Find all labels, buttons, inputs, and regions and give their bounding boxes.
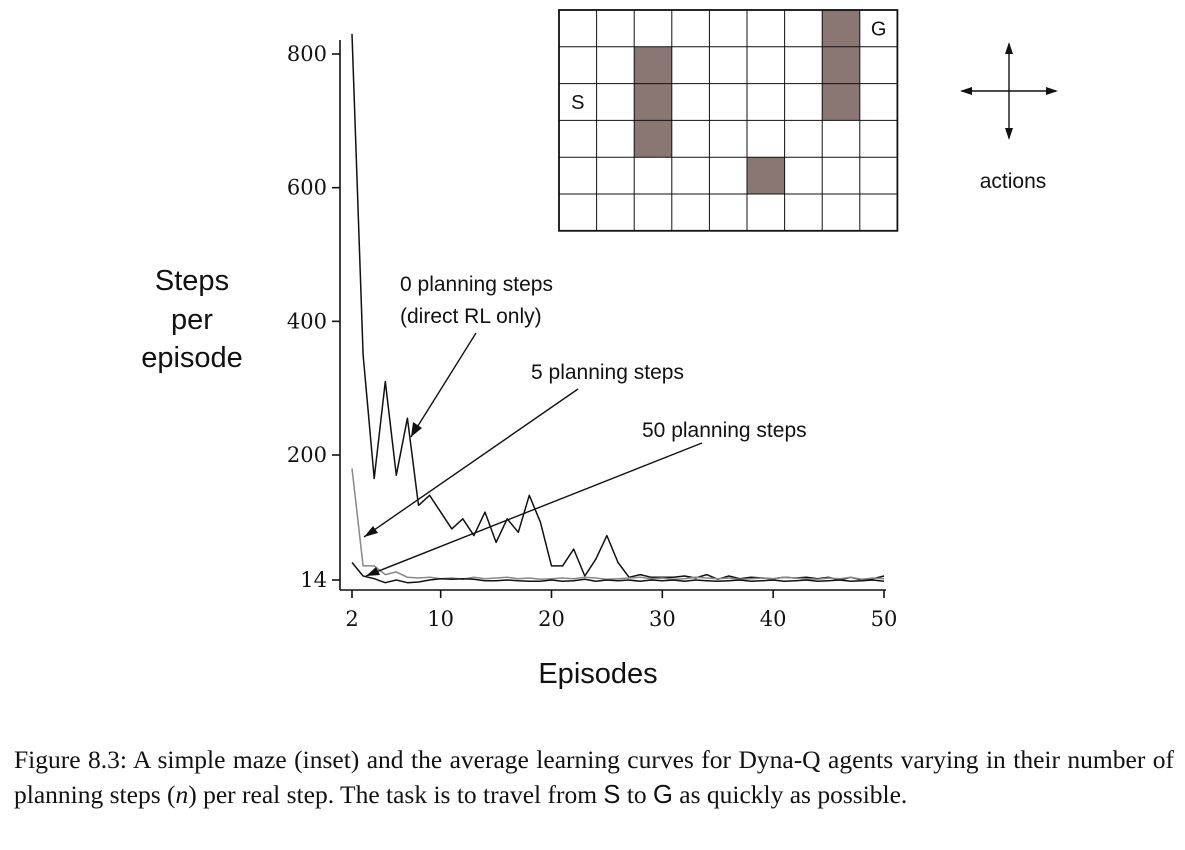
annotation-5-arrow [363, 388, 579, 538]
maze-wall-cell [822, 83, 860, 121]
maze-wall-cell [634, 83, 672, 121]
y-tick-label: 14 [300, 568, 327, 592]
x-tick-label: 20 [538, 607, 565, 631]
annotation-5-planning: 5 planning steps [363, 361, 684, 538]
caption-text-4: as quickly as possible. [672, 780, 908, 809]
annotation-0-planning: 0 planning steps (direct RL only) [400, 273, 553, 438]
y-axis-label-line-3: episode [141, 342, 243, 374]
maze-goal-label: G [871, 18, 887, 40]
y-axis-label: Steps per episode [141, 265, 243, 374]
annotation-50-arrow [365, 442, 703, 577]
series-layer [351, 33, 885, 584]
x-axis-label: Episodes [538, 658, 657, 690]
annotation-50-arrowhead [366, 567, 380, 576]
y-ticks: 14 200 400 600 800 [287, 42, 340, 592]
x-tick-label: 50 [871, 607, 898, 631]
y-tick-label: 600 [287, 176, 327, 200]
y-tick-label: 200 [287, 443, 327, 467]
y-axis-label-line-1: Steps [155, 265, 229, 297]
caption-text-1: Figure 8.3: A simple maze (inset) and th… [14, 745, 1174, 809]
annotation-0-planning-line-2: (direct RL only) [400, 305, 542, 328]
annotation-50-planning-label: 50 planning steps [642, 419, 807, 442]
series-line-2 [351, 562, 885, 584]
maze-wall-cell [822, 46, 860, 84]
plot-axes [339, 40, 886, 591]
maze-wall-cell [634, 120, 672, 158]
actions-arrows-icon [960, 42, 1058, 140]
maze-border [558, 9, 899, 232]
maze-wall-cell [822, 10, 860, 47]
actions-label: actions [980, 170, 1047, 193]
x-tick-label: 40 [760, 607, 787, 631]
figure-caption: Figure 8.3: A simple maze (inset) and th… [14, 742, 1174, 813]
maze-wall-cell [747, 157, 785, 194]
y-tick-label: 400 [287, 309, 327, 333]
maze-start-label: S [571, 92, 584, 114]
annotation-50-planning: 50 planning steps [365, 419, 807, 577]
caption-n: n [175, 780, 189, 809]
annotation-0-arrowhead [411, 422, 422, 437]
y-tick-label: 800 [287, 42, 327, 66]
x-tick-label: 30 [649, 607, 676, 631]
caption-text-3: to [620, 780, 654, 809]
annotation-0-arrow [410, 332, 477, 438]
maze-inset: SG [558, 9, 899, 232]
annotation-0-planning-line-1: 0 planning steps [400, 273, 553, 296]
y-axis-label-line-2: per [171, 304, 213, 336]
caption-goal-symbol: G [653, 781, 673, 809]
maze-wall-cell [634, 46, 672, 84]
caption-start-symbol: S [603, 781, 621, 809]
annotation-5-arrowhead [364, 526, 378, 537]
caption-text-2: ) per real step. The task is to travel f… [188, 780, 604, 809]
x-tick-label: 10 [427, 607, 454, 631]
x-ticks: 2 10 20 30 40 50 [345, 590, 897, 631]
annotation-5-planning-label: 5 planning steps [531, 361, 684, 384]
x-tick-label: 2 [345, 607, 358, 631]
